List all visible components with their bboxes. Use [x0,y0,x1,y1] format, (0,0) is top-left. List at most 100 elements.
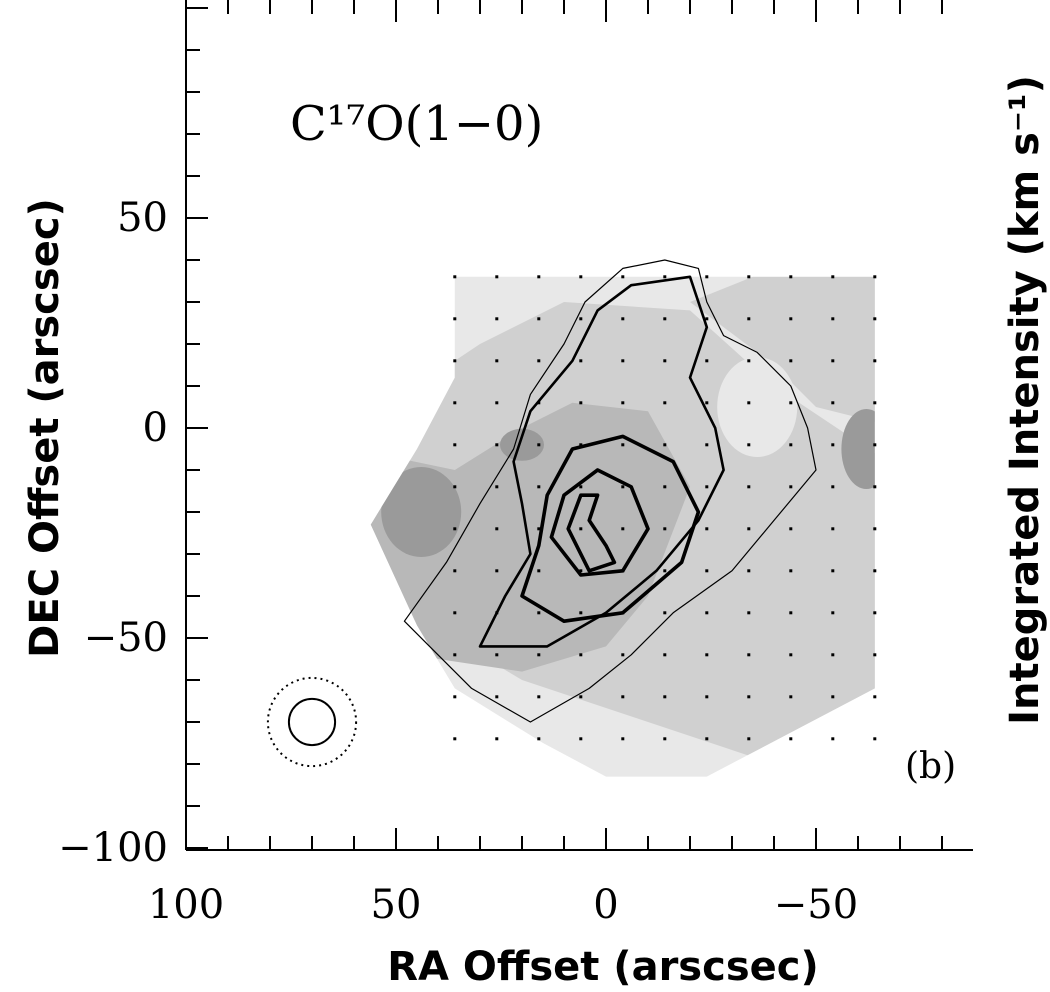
sample-point [873,611,877,615]
x-tick-label: −50 [774,882,858,928]
sample-point [789,527,793,531]
sample-point [831,737,835,741]
sample-point [705,443,709,447]
sample-point [453,695,457,699]
sample-point [789,317,793,321]
sample-point [495,401,499,405]
sample-point [537,359,541,363]
sample-point [789,737,793,741]
sample-point [537,317,541,321]
sample-point [873,569,877,573]
y-axis-title: DEC Offset (arscsec) [22,198,68,658]
sample-point [579,485,583,489]
sample-point [663,737,667,741]
sample-point [579,737,583,741]
sample-point [789,653,793,657]
gray-level-2-ne [690,276,875,428]
sample-point [831,653,835,657]
sample-point [831,317,835,321]
contour-level-5 [566,493,617,573]
sample-point [621,653,625,657]
sample-point [495,569,499,573]
sample-point [873,401,877,405]
sample-point [747,569,751,573]
beam-circle [287,697,337,747]
sample-point [453,611,457,615]
sample-point [621,443,625,447]
sample-point [663,275,667,279]
sample-point [453,401,457,405]
sample-point [747,275,751,279]
sample-point [621,317,625,321]
sample-point [705,359,709,363]
sample-point [495,485,499,489]
sample-point [579,275,583,279]
y-tick-label: 0 [143,405,168,451]
sample-point [873,317,877,321]
sample-point [579,443,583,447]
sample-point [453,527,457,531]
beam-outer-circle [266,676,358,768]
sample-point [537,695,541,699]
sample-point [831,275,835,279]
sample-point [621,485,625,489]
sample-points [453,275,877,741]
sample-point [453,317,457,321]
sample-point [747,695,751,699]
sample-point [495,737,499,741]
sample-point [579,569,583,573]
sample-point [831,611,835,615]
sample-point [453,485,457,489]
contour-level-1 [403,259,817,723]
sample-point [495,317,499,321]
sample-point [747,527,751,531]
sample-point [831,401,835,405]
sample-point [873,485,877,489]
contour-level-4 [549,468,650,577]
contour-level-3 [520,434,701,624]
sample-point [663,485,667,489]
sample-point [747,317,751,321]
map-title: C¹⁷O(1−0) [290,96,543,152]
sample-point [579,611,583,615]
sample-point [705,275,709,279]
sample-point [747,359,751,363]
sample-point [453,443,457,447]
sample-point [453,653,457,657]
sample-point [831,527,835,531]
sample-point [579,527,583,531]
sample-point [705,401,709,405]
gray-level-1-ridge [717,357,798,457]
sample-point [621,527,625,531]
sample-point [663,695,667,699]
sample-point [873,275,877,279]
sample-point [747,485,751,489]
x-tick-label: 0 [593,882,618,928]
sample-point [705,569,709,573]
x-axis-title: RA Offset (arscsec) [387,944,819,990]
sample-point [663,611,667,615]
sample-point [873,695,877,699]
sample-point [495,695,499,699]
sample-point [495,527,499,531]
sample-point [537,443,541,447]
sample-point [495,443,499,447]
sample-point [831,695,835,699]
sample-point [705,737,709,741]
sample-point [579,317,583,321]
sample-point [537,275,541,279]
sample-point [495,359,499,363]
sample-point [873,359,877,363]
sample-point [705,317,709,321]
sample-point [453,737,457,741]
sample-point [453,569,457,573]
sample-point [537,485,541,489]
sample-point [747,401,751,405]
sample-point [789,611,793,615]
sample-point [789,443,793,447]
sample-point [621,359,625,363]
sample-point [705,695,709,699]
sample-point [495,275,499,279]
sample-point [537,653,541,657]
